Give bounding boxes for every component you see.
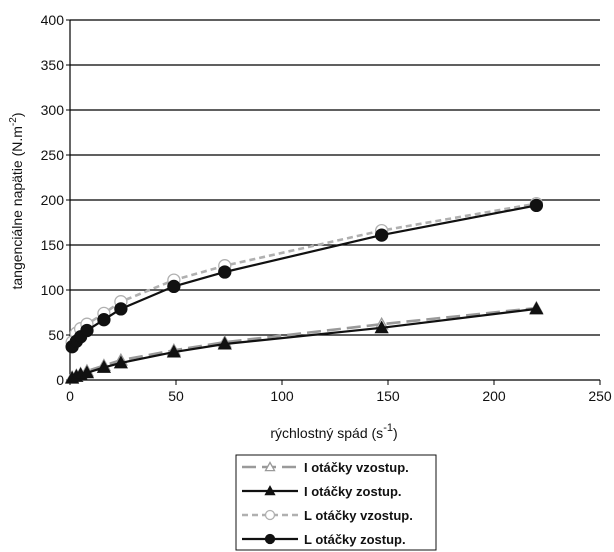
y-axis-title-end: ) — [9, 112, 25, 117]
series-group — [65, 196, 544, 384]
legend-item: L otáčky vzostup. — [242, 508, 413, 523]
data-point-circle — [264, 533, 276, 545]
legend-label: I otáčky zostup. — [304, 484, 402, 499]
data-point-triangle — [96, 360, 112, 373]
x-tick-label: 100 — [270, 388, 294, 404]
x-axis-title-end: ) — [393, 425, 398, 441]
data-point-triangle — [166, 344, 181, 358]
data-point-triangle — [113, 355, 128, 369]
y-tick-label: 400 — [41, 12, 65, 28]
y-tick-label: 50 — [48, 327, 64, 343]
x-axis-title-main: rýchlostný spád (s — [270, 425, 383, 441]
data-point-circle — [529, 198, 544, 213]
y-tick-label: 300 — [41, 102, 65, 118]
legend-label: L otáčky zostup. — [304, 532, 406, 547]
y-tick-label: 250 — [41, 147, 65, 163]
x-tick-label: 200 — [482, 388, 506, 404]
data-point-circle — [264, 509, 276, 521]
data-point-triangle — [264, 461, 276, 472]
y-axis-title: tangenciálne napätie (N.m-2) — [8, 112, 25, 289]
series-line — [70, 202, 537, 343]
data-point-circle — [374, 228, 389, 242]
y-axis-title-superscript: -2 — [8, 117, 19, 126]
x-tick-label: 250 — [588, 388, 612, 404]
data-point-circle — [97, 313, 111, 327]
data-point-triangle — [529, 301, 544, 315]
series-2 — [65, 301, 544, 384]
y-tick-label: 0 — [56, 372, 64, 388]
series-line — [71, 204, 537, 348]
legend-item: I otáčky vzostup. — [242, 460, 409, 475]
y-tick-label: 200 — [41, 192, 65, 208]
x-tick-label: 50 — [168, 388, 184, 404]
legend: I otáčky vzostup. I otáčky zostup. L otáčk… — [235, 454, 437, 551]
data-point-circle — [218, 265, 232, 279]
series-4 — [65, 198, 544, 354]
x-tick-label: 0 — [66, 388, 74, 404]
data-point-circle — [167, 279, 181, 294]
legend-item: L otáčky zostup. — [242, 532, 406, 547]
series-3 — [65, 196, 544, 349]
data-point-triangle — [217, 336, 232, 350]
y-axis-title-main: tangenciálne napätie (N.m — [9, 126, 25, 289]
y-tick-labels: 0 50 100 150 200 250 300 350 400 — [41, 12, 70, 388]
x-tick-labels: 0 50 100 150 200 250 — [66, 380, 612, 404]
y-tick-label: 100 — [41, 282, 65, 298]
data-point-triangle — [264, 485, 276, 496]
data-point-triangle — [374, 320, 389, 334]
data-point-circle — [114, 302, 128, 316]
data-point-triangle — [79, 365, 95, 379]
legend-label: I otáčky vzostup. — [304, 460, 409, 475]
data-point-circle — [80, 323, 94, 338]
y-tick-label: 150 — [41, 237, 65, 253]
x-axis-title: rýchlostný spád (s-1) — [270, 422, 397, 441]
legend-item: I otáčky zostup. — [242, 484, 402, 499]
gridlines — [70, 19, 600, 336]
series-1 — [65, 300, 544, 383]
x-axis-title-superscript: -1 — [383, 422, 393, 434]
series-line — [71, 307, 537, 380]
legend-label: L otáčky vzostup. — [304, 508, 413, 523]
x-tick-label: 150 — [376, 388, 400, 404]
y-tick-label: 350 — [41, 57, 65, 73]
